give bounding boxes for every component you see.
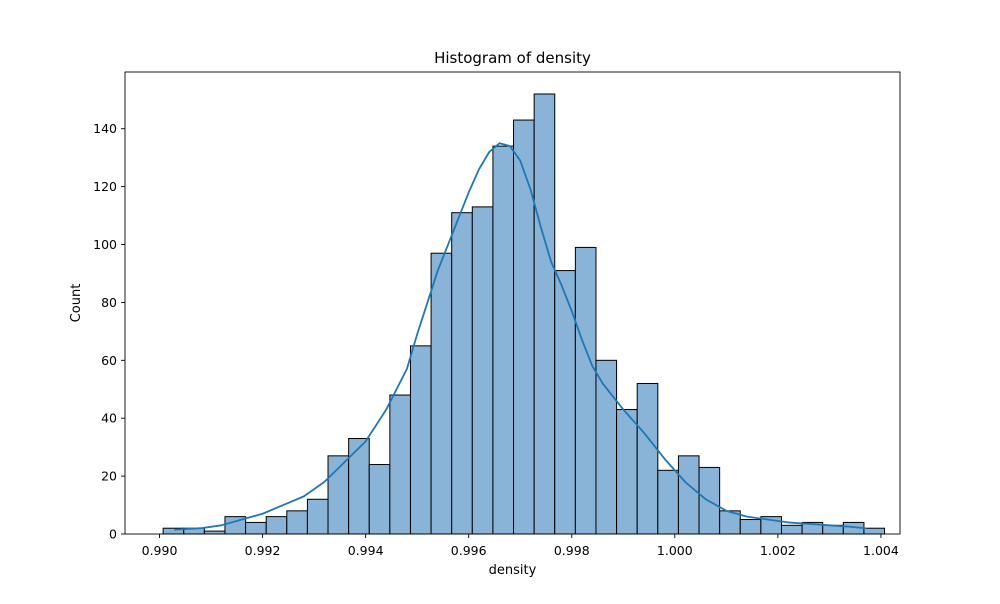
y-axis-label: Count bbox=[69, 284, 84, 323]
y-tick-label: 100 bbox=[93, 237, 117, 252]
x-tick-label: 0.994 bbox=[348, 543, 384, 558]
histogram-bar bbox=[409, 345, 432, 535]
histogram-bar bbox=[368, 464, 391, 535]
y-axis: 0 20 40 60 80 100 120 140 bbox=[93, 121, 125, 542]
histogram-bar bbox=[636, 382, 659, 535]
x-axis-label: density bbox=[489, 563, 537, 578]
x-tick-label: 1.000 bbox=[657, 543, 693, 558]
histogram-bar bbox=[739, 519, 762, 535]
histogram-bar bbox=[780, 524, 803, 535]
histogram-bar bbox=[595, 359, 618, 535]
x-tick-label: 0.992 bbox=[245, 543, 281, 558]
histogram-bar bbox=[245, 521, 267, 535]
y-tick-label: 80 bbox=[101, 295, 117, 310]
x-tick-label: 0.996 bbox=[451, 543, 487, 558]
histogram-bar bbox=[348, 437, 370, 535]
histogram-bar bbox=[513, 119, 535, 535]
histogram-bar bbox=[265, 516, 288, 535]
chart-title: Histogram of density bbox=[434, 49, 591, 67]
histogram-bar bbox=[389, 394, 411, 535]
x-tick-label: 1.002 bbox=[760, 543, 796, 558]
y-tick-label: 40 bbox=[101, 411, 117, 426]
histogram-bar bbox=[471, 206, 494, 535]
x-tick-label: 0.998 bbox=[554, 543, 590, 558]
histogram-bar bbox=[863, 527, 886, 535]
y-tick-label: 120 bbox=[93, 179, 117, 194]
histogram-bar bbox=[306, 498, 329, 535]
histogram-bar bbox=[492, 145, 515, 535]
histogram-bar bbox=[286, 510, 308, 535]
y-tick-label: 60 bbox=[101, 353, 117, 368]
bars-layer bbox=[162, 93, 886, 535]
x-axis: 0.990 0.992 0.994 0.996 0.998 1.000 1.002 1.004 bbox=[142, 534, 899, 558]
histogram-bar bbox=[616, 409, 638, 535]
plot-frame bbox=[124, 71, 901, 535]
histogram-bar bbox=[677, 455, 700, 535]
histogram-bar bbox=[657, 469, 679, 535]
kde-line bbox=[174, 142, 867, 531]
histogram-bar bbox=[574, 246, 597, 535]
x-tick-label: 0.990 bbox=[142, 543, 178, 558]
y-tick-label: 20 bbox=[101, 469, 117, 484]
y-tick-label: 0 bbox=[109, 527, 117, 542]
histogram-bar bbox=[451, 212, 473, 535]
x-tick-label: 1.004 bbox=[863, 543, 899, 558]
histogram-bar bbox=[430, 252, 453, 535]
kde-layer bbox=[174, 142, 867, 531]
y-tick-label: 140 bbox=[93, 121, 117, 136]
histogram-bar bbox=[533, 93, 556, 535]
